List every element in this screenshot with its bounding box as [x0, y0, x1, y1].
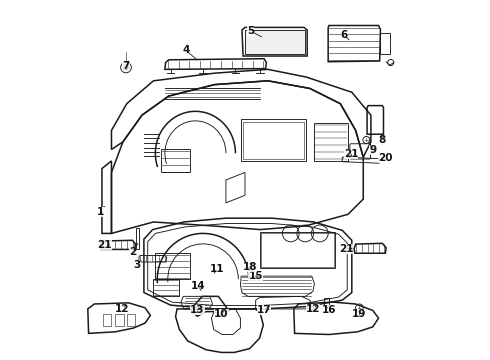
Bar [103, 314, 111, 326]
Text: 13: 13 [190, 305, 204, 315]
Bar [380, 33, 391, 54]
Text: 12: 12 [306, 304, 320, 314]
Text: 2: 2 [129, 247, 136, 257]
Bar [136, 229, 139, 249]
Text: 14: 14 [191, 281, 206, 291]
Text: 9: 9 [369, 145, 376, 155]
Text: 3: 3 [134, 260, 141, 270]
Bar [324, 297, 329, 305]
Text: 10: 10 [214, 309, 229, 319]
Text: 19: 19 [352, 309, 367, 319]
Text: 12: 12 [115, 304, 129, 314]
Text: 21: 21 [98, 240, 112, 250]
Text: 5: 5 [247, 26, 254, 36]
Bar [260, 231, 335, 268]
Bar [314, 123, 348, 161]
Text: 4: 4 [182, 45, 190, 55]
Polygon shape [245, 31, 305, 54]
Text: 21: 21 [339, 244, 353, 254]
Text: 21: 21 [344, 149, 358, 159]
Text: 8: 8 [379, 135, 386, 145]
Text: 6: 6 [341, 30, 348, 40]
Text: 20: 20 [378, 153, 392, 163]
Bar [241, 119, 306, 161]
Text: 11: 11 [210, 264, 225, 274]
Text: 7: 7 [122, 60, 130, 71]
Bar [261, 233, 334, 267]
Bar [155, 253, 190, 279]
Text: 1: 1 [97, 207, 104, 217]
Bar [127, 314, 135, 326]
Circle shape [123, 65, 129, 70]
Text: 17: 17 [257, 306, 271, 315]
Text: 16: 16 [321, 306, 336, 315]
Bar [115, 314, 123, 326]
Text: 18: 18 [243, 262, 257, 272]
Bar [161, 149, 190, 172]
Text: 15: 15 [248, 271, 263, 281]
Bar [243, 122, 304, 159]
